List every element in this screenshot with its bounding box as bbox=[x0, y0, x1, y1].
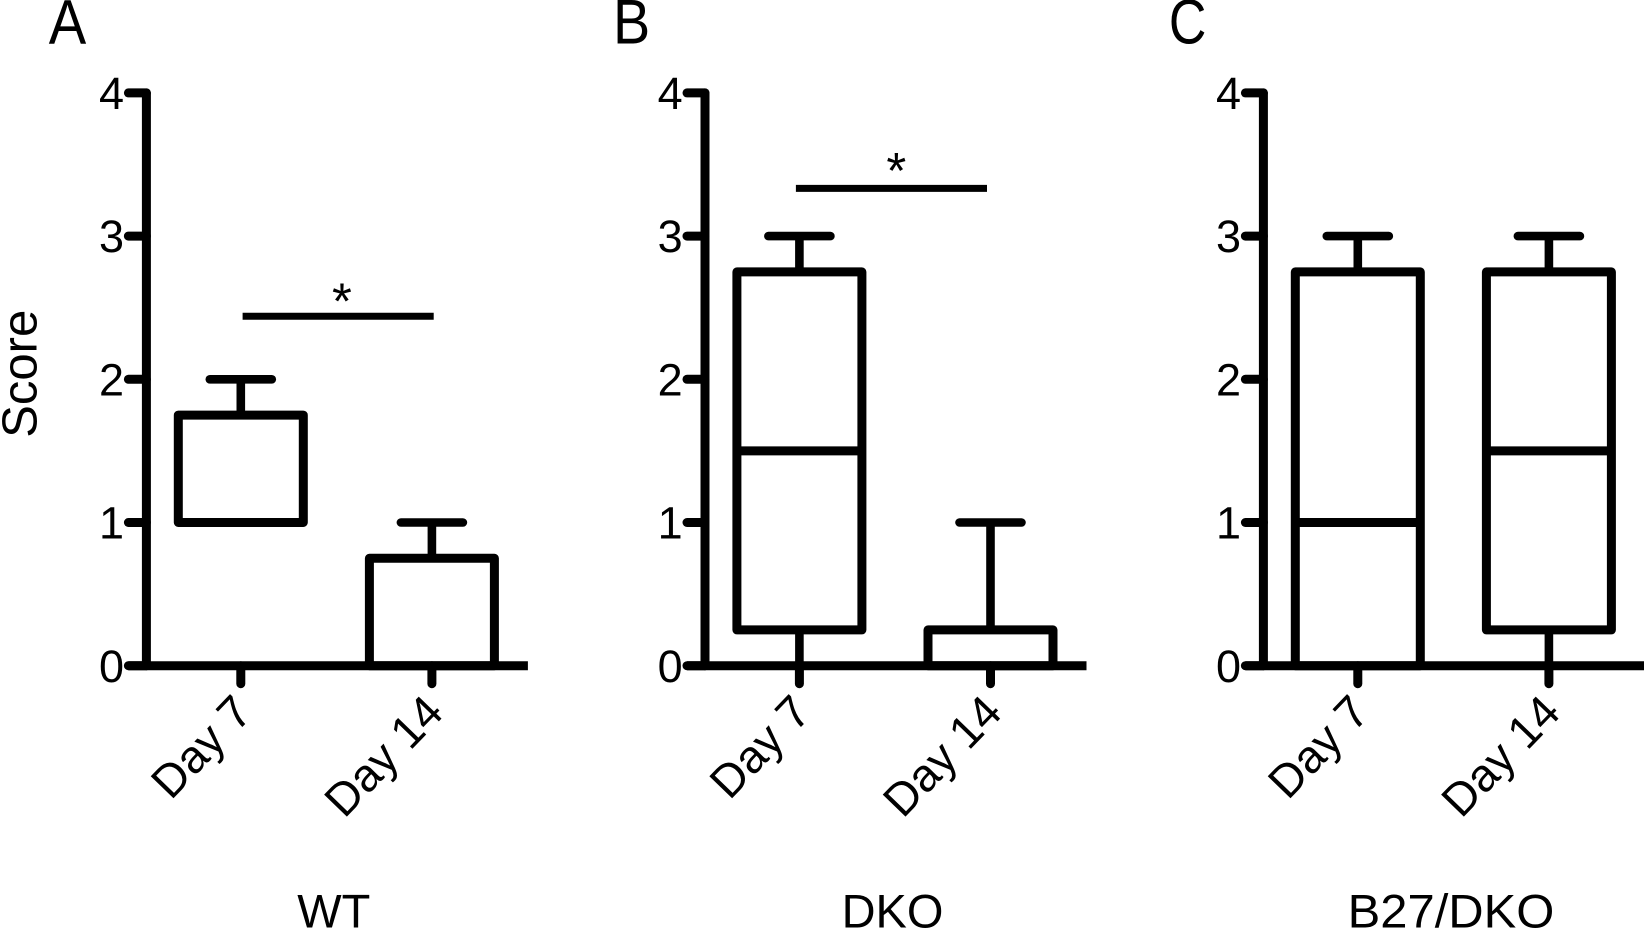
svg-text:4: 4 bbox=[99, 68, 124, 119]
svg-text:2: 2 bbox=[1216, 354, 1241, 405]
svg-text:2: 2 bbox=[658, 354, 683, 405]
svg-text:C: C bbox=[1169, 0, 1207, 58]
svg-text:0: 0 bbox=[658, 641, 683, 692]
svg-text:Day 7: Day 7 bbox=[141, 685, 262, 808]
svg-text:Day 14: Day 14 bbox=[873, 685, 1012, 826]
svg-text:0: 0 bbox=[99, 641, 124, 692]
svg-text:WT: WT bbox=[297, 884, 370, 931]
svg-text:4: 4 bbox=[658, 68, 683, 119]
svg-text:A: A bbox=[49, 0, 86, 58]
svg-text:1: 1 bbox=[99, 498, 124, 549]
svg-text:2: 2 bbox=[99, 354, 124, 405]
svg-text:3: 3 bbox=[658, 211, 683, 262]
svg-text:1: 1 bbox=[1216, 498, 1241, 549]
svg-text:Day 7: Day 7 bbox=[1258, 685, 1379, 808]
svg-text:B: B bbox=[613, 0, 650, 58]
svg-text:Day 7: Day 7 bbox=[699, 685, 820, 808]
svg-text:3: 3 bbox=[1216, 211, 1241, 262]
svg-text:0: 0 bbox=[1216, 641, 1241, 692]
svg-text:*: * bbox=[886, 142, 906, 199]
svg-text:1: 1 bbox=[658, 498, 683, 549]
svg-text:Day 14: Day 14 bbox=[314, 685, 453, 826]
svg-text:B27/DKO: B27/DKO bbox=[1348, 884, 1555, 931]
svg-text:3: 3 bbox=[99, 211, 124, 262]
svg-text:Day 14: Day 14 bbox=[1431, 685, 1570, 826]
svg-text:4: 4 bbox=[1216, 68, 1241, 119]
svg-text:Score: Score bbox=[0, 310, 48, 438]
svg-text:*: * bbox=[332, 273, 352, 330]
svg-text:DKO: DKO bbox=[842, 884, 944, 931]
